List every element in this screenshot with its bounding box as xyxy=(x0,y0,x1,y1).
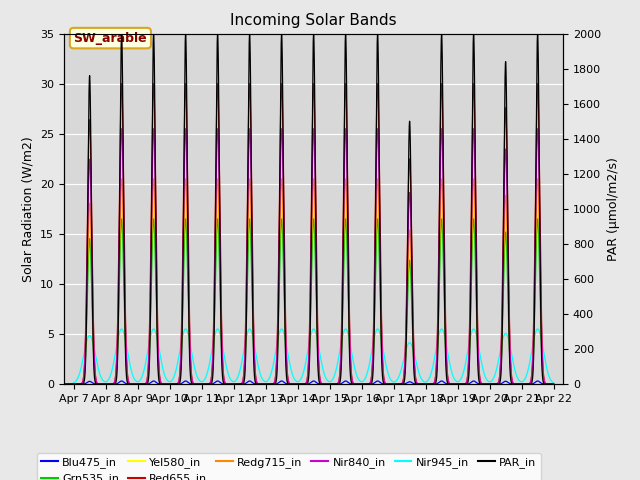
Title: Incoming Solar Bands: Incoming Solar Bands xyxy=(230,13,397,28)
Legend: Blu475_in, Grn535_in, Yel580_in, Red655_in, Redg715_in, Nir840_in, Nir945_in, PA: Blu475_in, Grn535_in, Yel580_in, Red655_… xyxy=(36,453,541,480)
Y-axis label: Solar Radiation (W/m2): Solar Radiation (W/m2) xyxy=(22,136,35,282)
Y-axis label: PAR (μmol/m2/s): PAR (μmol/m2/s) xyxy=(607,157,620,261)
Text: SW_arable: SW_arable xyxy=(74,32,147,45)
